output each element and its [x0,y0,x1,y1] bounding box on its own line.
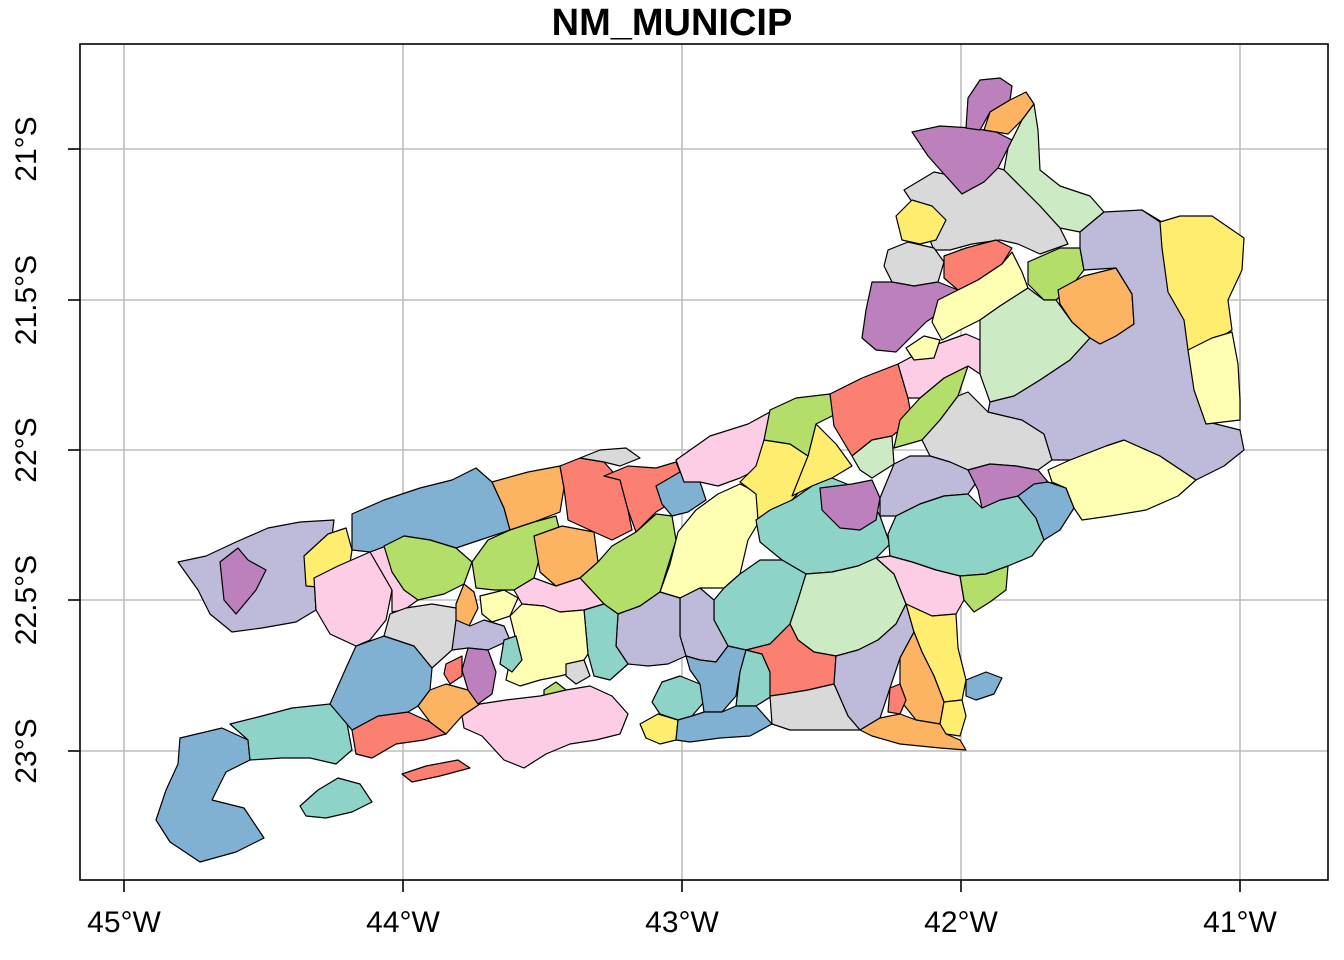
x-tick-label: 43°W [645,906,719,939]
x-tick-label: 42°W [924,906,998,939]
municipality-polygon [905,335,941,361]
municipality-polygon [461,647,497,705]
municipality-polygon [219,547,267,615]
municipality-polygon [895,199,947,245]
municipality-polygon [499,635,523,673]
y-axis-ticks [68,148,80,752]
municipality-polygon [401,759,471,783]
municipality-polygon [351,467,511,553]
municipality-polygon [579,447,641,467]
y-tick-labels: 21°S 21.5°S 22°S 22.5°S 23°S [10,116,43,783]
municipality-polygon [883,241,945,287]
municipality-polygon [329,635,433,731]
municipality-polygon [1141,209,1245,351]
y-tick-label: 22.5°S [10,555,43,645]
x-tick-label: 44°W [366,906,440,939]
x-axis-ticks [123,880,1241,892]
municipality-polygon [819,479,881,531]
municipality-polygon [903,167,1069,255]
plot-frame [79,43,1329,881]
y-tick-label: 23°S [10,718,43,783]
x-tick-labels: 45°W 44°W 43°W 42°W 41°W [87,906,1277,939]
municipality-polygon [461,685,629,769]
municipality-polygon [299,777,373,819]
municipality-polygon [583,603,629,681]
y-tick-label: 21°S [10,116,43,181]
municipality-polygon [861,281,959,353]
municipality-polygon [859,713,967,751]
municipality-polygon [155,727,265,863]
municipality-polygon [443,655,463,685]
municipality-polygon [965,671,1003,701]
x-tick-label: 45°W [87,906,161,939]
municipality-polygon [769,683,861,731]
municipality-polygon [229,703,353,765]
municipality-polygon [675,705,773,743]
municipalities [155,77,1245,863]
municipality-polygon [959,565,1009,613]
municipality-polygon [491,465,565,531]
y-tick-label: 22°S [10,417,43,482]
y-tick-label: 21.5°S [10,255,43,345]
municipality-polygon [313,551,393,647]
x-tick-label: 41°W [1203,906,1277,939]
municipality-polygon [565,659,591,685]
map-title: NM_MUNICIP [551,2,793,44]
municipality-polygon [897,333,981,399]
municipality-polygon [651,675,705,721]
municipality-polygon [451,619,511,651]
municipality-polygon [887,683,907,715]
municipality-polygon [1187,331,1241,425]
